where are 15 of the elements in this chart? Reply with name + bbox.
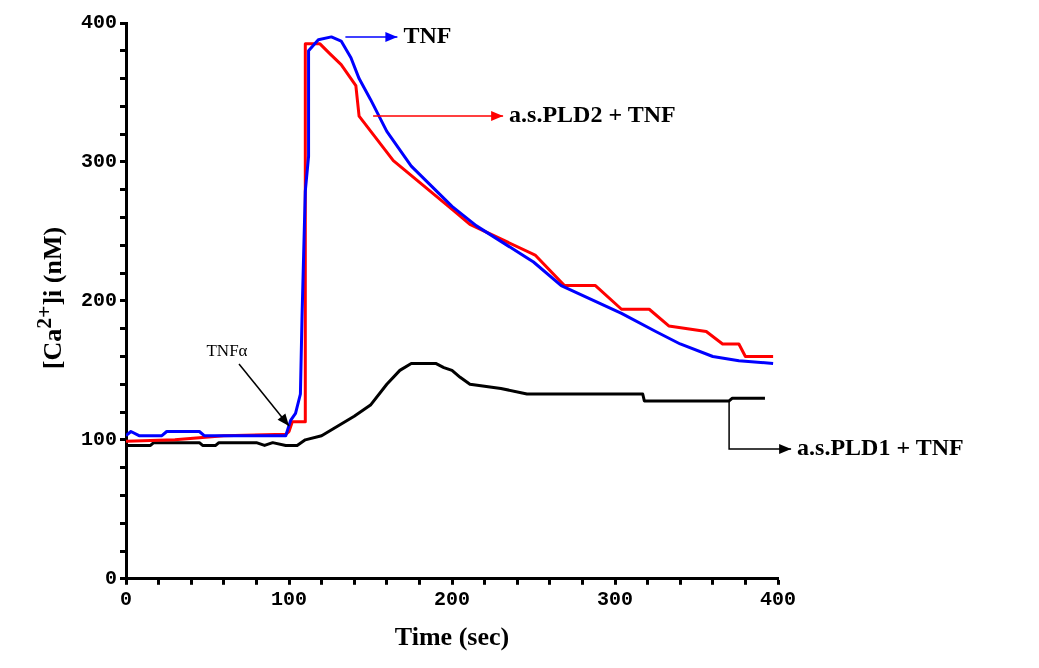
x-tick-label: 100 [271,587,308,611]
legend-label: TNF [403,22,452,49]
x-tick-label: 0 [120,587,133,611]
y-tick-label: 300 [80,149,118,173]
y-tick-label: 200 [80,288,118,312]
y-tick-label: 400 [80,11,118,35]
x-axis-title: Time (sec) [394,622,510,652]
x-tick-label: 300 [596,587,634,611]
y-tick-label: 100 [80,427,118,451]
legend-label: a.s.PLD1 + TNF [797,434,964,461]
x-tick-label: 400 [759,587,797,611]
x-tick-label: 200 [434,587,471,611]
annotation: TNFα [206,340,248,360]
legend-label: a.s.PLD2 + TNF [509,101,676,128]
y-tick-label: 0 [104,566,118,590]
